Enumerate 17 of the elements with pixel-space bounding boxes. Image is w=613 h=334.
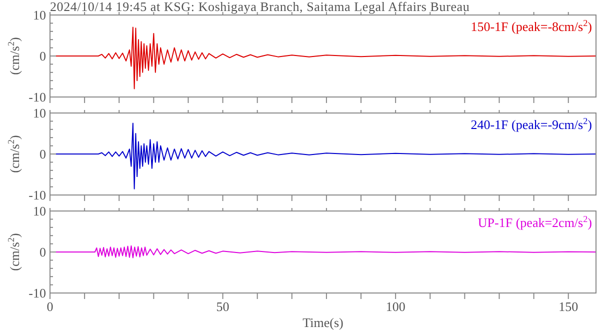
- x-tick-label: 50: [216, 299, 230, 314]
- series-label: 240-1F (peak=-9cm/s$^{2}$): [470, 116, 592, 132]
- y-tick-label: 10: [33, 204, 46, 218]
- y-tick-label: 0: [40, 146, 46, 162]
- x-axis-title: Time(s): [302, 315, 344, 330]
- series-label: UP-1F (peak=2cm/s$^{2}$): [478, 214, 592, 230]
- y-tick-label: 10: [33, 8, 46, 22]
- y-tick-label: -10: [28, 286, 46, 300]
- y-tick-label: 0: [40, 244, 46, 260]
- y-tick-label: -10: [28, 188, 46, 202]
- x-tick-label: 150: [558, 299, 578, 314]
- chart-title: 2024/10/14 19:45 at KSG: Koshigaya Branch, Saitama Legal Affairs Bureau: [50, 0, 470, 14]
- y-tick-label: 10: [33, 106, 46, 120]
- series-label: 150-1F (peak=-8cm/s$^{2}$): [470, 18, 592, 34]
- y-tick-label: 0: [40, 48, 46, 64]
- x-tick-label: 100: [386, 299, 406, 314]
- y-tick-label: -10: [28, 90, 46, 104]
